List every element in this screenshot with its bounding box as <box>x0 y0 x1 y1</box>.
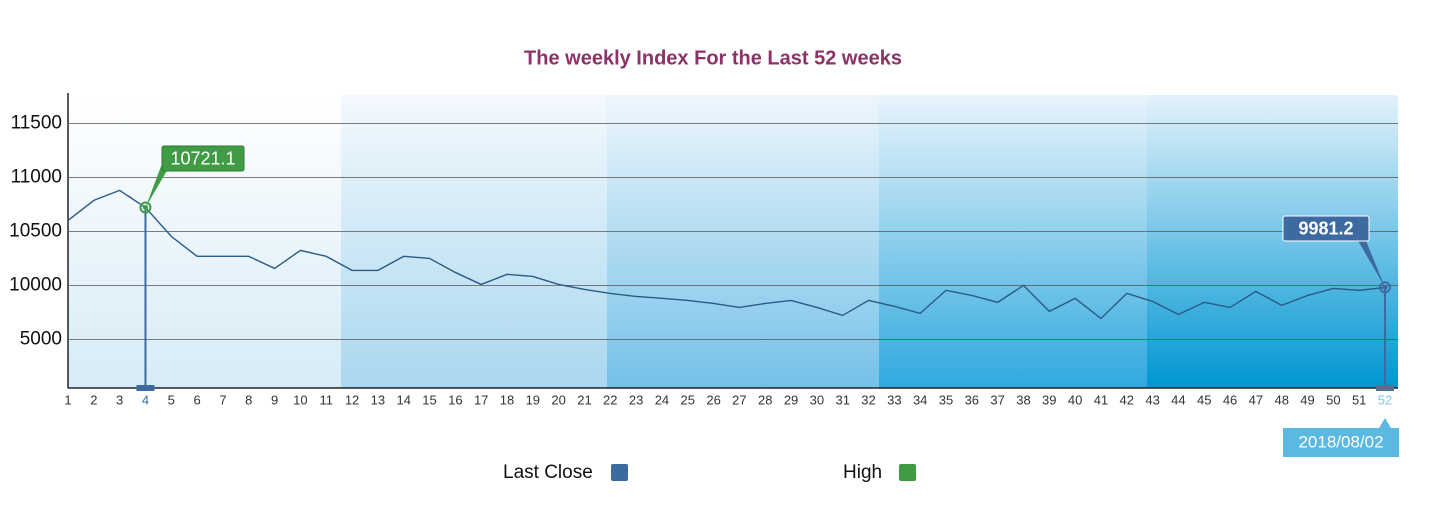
x-tick-label: 42 <box>1120 392 1134 407</box>
x-tick-label: 48 <box>1274 392 1288 407</box>
x-tick-label: 33 <box>887 392 901 407</box>
x-tick-label: 22 <box>603 392 617 407</box>
x-tick-label: 38 <box>1016 392 1030 407</box>
x-tick-label: 51 <box>1352 392 1366 407</box>
x-tick-label: 27 <box>732 392 746 407</box>
x-tick-label: 39 <box>1042 392 1056 407</box>
x-tick-label: 4 <box>142 392 149 407</box>
x-tick-label: 6 <box>194 392 201 407</box>
x-tick-label: 20 <box>551 392 565 407</box>
x-tick-label: 28 <box>758 392 772 407</box>
x-tick-label: 5 <box>168 392 175 407</box>
data-label: 10721.1 <box>170 148 235 168</box>
x-tick-label: 31 <box>835 392 849 407</box>
date-pointer <box>1379 418 1391 428</box>
legend-swatch <box>611 464 628 481</box>
x-tick-label: 8 <box>245 392 252 407</box>
x-tick-label: 14 <box>396 392 410 407</box>
x-tick-label: 9 <box>271 392 278 407</box>
x-tick-label: 21 <box>577 392 591 407</box>
x-tick-label: 3 <box>116 392 123 407</box>
x-tick-label: 25 <box>681 392 695 407</box>
point <box>139 201 152 214</box>
chart-title: The weekly Index For the Last 52 weeks <box>524 47 902 69</box>
point <box>1379 281 1391 294</box>
x-tick-label: 50 <box>1326 392 1340 407</box>
x-tick-label: 24 <box>655 392 669 407</box>
date-label: 2018/08/02 <box>1298 432 1383 451</box>
x-tick-label: 52 <box>1378 392 1392 407</box>
x-tick-label: 17 <box>474 392 488 407</box>
x-tick-label: 18 <box>500 392 514 407</box>
y-tick-label: 11000 <box>11 166 62 187</box>
legend-swatch <box>899 464 916 481</box>
x-tick-label: 10 <box>293 392 307 407</box>
x-tick-label: 30 <box>810 392 824 407</box>
x-tick-label: 13 <box>371 392 385 407</box>
callout-box <box>161 145 245 172</box>
x-tick-label: 16 <box>448 392 462 407</box>
x-tick-label: 34 <box>913 392 927 407</box>
callout-pointer <box>1351 228 1385 288</box>
callout-box <box>1282 215 1370 242</box>
x-tick-label: 32 <box>861 392 875 407</box>
x-tick-label: 35 <box>939 392 953 407</box>
x-tick-label: 15 <box>422 392 436 407</box>
data-label: 9981.2 <box>1298 218 1353 238</box>
x-tick-label: 29 <box>784 392 798 407</box>
legend-label: High <box>843 462 882 483</box>
x-tick-label: 41 <box>1094 392 1108 407</box>
x-tick-label: 37 <box>990 392 1004 407</box>
x-tick-label: 43 <box>1145 392 1159 407</box>
x-tick-label: 26 <box>706 392 720 407</box>
axis-marker <box>1376 385 1394 391</box>
plot-background <box>68 95 1398 388</box>
x-tick-label: 44 <box>1171 392 1185 407</box>
x-tick-label: 23 <box>629 392 643 407</box>
date-box <box>1283 428 1399 457</box>
x-tick-label: 7 <box>219 392 226 407</box>
x-tick-label: 12 <box>345 392 359 407</box>
x-tick-label: 40 <box>1068 392 1082 407</box>
legend-label: Last Close <box>503 462 593 483</box>
x-tick-label: 36 <box>965 392 979 407</box>
x-tick-label: 46 <box>1223 392 1237 407</box>
x-tick-label: 2 <box>90 392 97 407</box>
x-tick-label: 19 <box>526 392 540 407</box>
x-tick-label: 47 <box>1249 392 1263 407</box>
x-tick-label: 1 <box>64 392 71 407</box>
x-tick-label: 45 <box>1197 392 1211 407</box>
y-tick-label: 10000 <box>9 274 62 295</box>
y-tick-label: 11500 <box>11 112 62 133</box>
x-tick-label: 49 <box>1300 392 1314 407</box>
y-tick-label: 5000 <box>20 328 62 349</box>
axis-marker <box>136 385 155 391</box>
series-line <box>67 189 1386 320</box>
y-tick-label: 10500 <box>9 220 62 241</box>
x-tick-label: 11 <box>319 392 333 407</box>
